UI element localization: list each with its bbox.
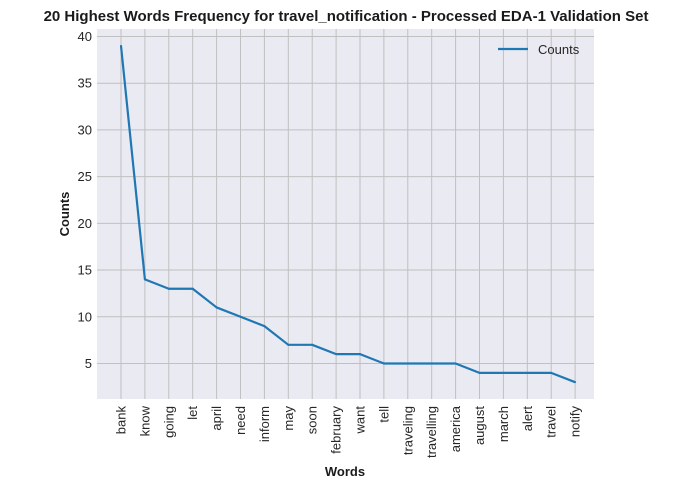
- x-tick-label: let: [185, 406, 200, 420]
- x-tick-label: alert: [520, 406, 535, 432]
- data-point-want: [359, 353, 361, 356]
- x-tick-label: inform: [257, 406, 272, 442]
- x-tick-label: need: [233, 406, 248, 435]
- x-tick-label: travel: [544, 406, 559, 438]
- data-point-march: [502, 371, 505, 374]
- x-axis-label: Words: [325, 464, 365, 479]
- data-point-let: [191, 287, 194, 290]
- data-point-soon: [311, 343, 314, 346]
- data-point-april: [215, 306, 218, 309]
- x-tick-label: tell: [376, 406, 391, 423]
- data-point-tell: [382, 362, 385, 365]
- x-tick-label: soon: [305, 406, 320, 434]
- data-point-traveling: [406, 362, 409, 365]
- x-tick-label: april: [209, 406, 224, 431]
- data-point-bank: [120, 44, 122, 47]
- data-point-travelling: [430, 362, 433, 365]
- y-tick-label: 40: [78, 29, 92, 44]
- x-tick-label: america: [448, 405, 463, 452]
- data-point-travel: [550, 371, 553, 374]
- x-tick-label: march: [496, 406, 511, 442]
- data-point-may: [287, 343, 290, 346]
- series-line-counts: [119, 45, 576, 384]
- data-point-know: [143, 278, 146, 281]
- x-tick-label: august: [472, 406, 487, 445]
- y-tick-label: 15: [78, 263, 92, 278]
- y-axis-label: Counts: [57, 192, 72, 237]
- y-tick-label: 10: [78, 309, 92, 324]
- plot-background: [97, 29, 594, 399]
- y-tick-label: 30: [78, 122, 92, 137]
- y-tick-labels: 5 10 15 20 25 30 35 40: [78, 29, 92, 371]
- legend-label-counts: Counts: [538, 42, 580, 57]
- y-tick-label: 20: [78, 216, 92, 231]
- data-point-need: [239, 315, 242, 318]
- data-points: [120, 44, 577, 384]
- chart-title: 20 Highest Words Frequency for travel_no…: [44, 8, 649, 25]
- x-tick-label: notify: [568, 406, 583, 438]
- y-tick-label: 35: [78, 76, 92, 91]
- x-tick-label: know: [137, 405, 152, 436]
- grid-lines: [97, 29, 594, 399]
- y-tick-label: 5: [85, 356, 92, 371]
- data-point-alert: [526, 371, 529, 374]
- x-tick-label: going: [161, 406, 176, 438]
- x-tick-label: travelling: [424, 406, 439, 458]
- x-tick-label: february: [329, 406, 344, 454]
- y-tick-label: 25: [78, 169, 92, 184]
- data-point-inform: [263, 325, 266, 328]
- data-point-notify: [574, 381, 577, 384]
- x-tick-label: traveling: [400, 406, 415, 455]
- data-point-going: [167, 287, 170, 290]
- x-tick-label: want: [353, 406, 368, 435]
- x-tick-labels: bank know going let april need inform may soon fe…: [114, 405, 583, 458]
- data-point-august: [478, 371, 481, 374]
- data-point-america: [454, 362, 457, 365]
- x-tick-label: bank: [114, 406, 129, 435]
- legend: Counts: [498, 42, 580, 57]
- data-point-february: [335, 353, 338, 356]
- x-tick-label: may: [281, 406, 296, 431]
